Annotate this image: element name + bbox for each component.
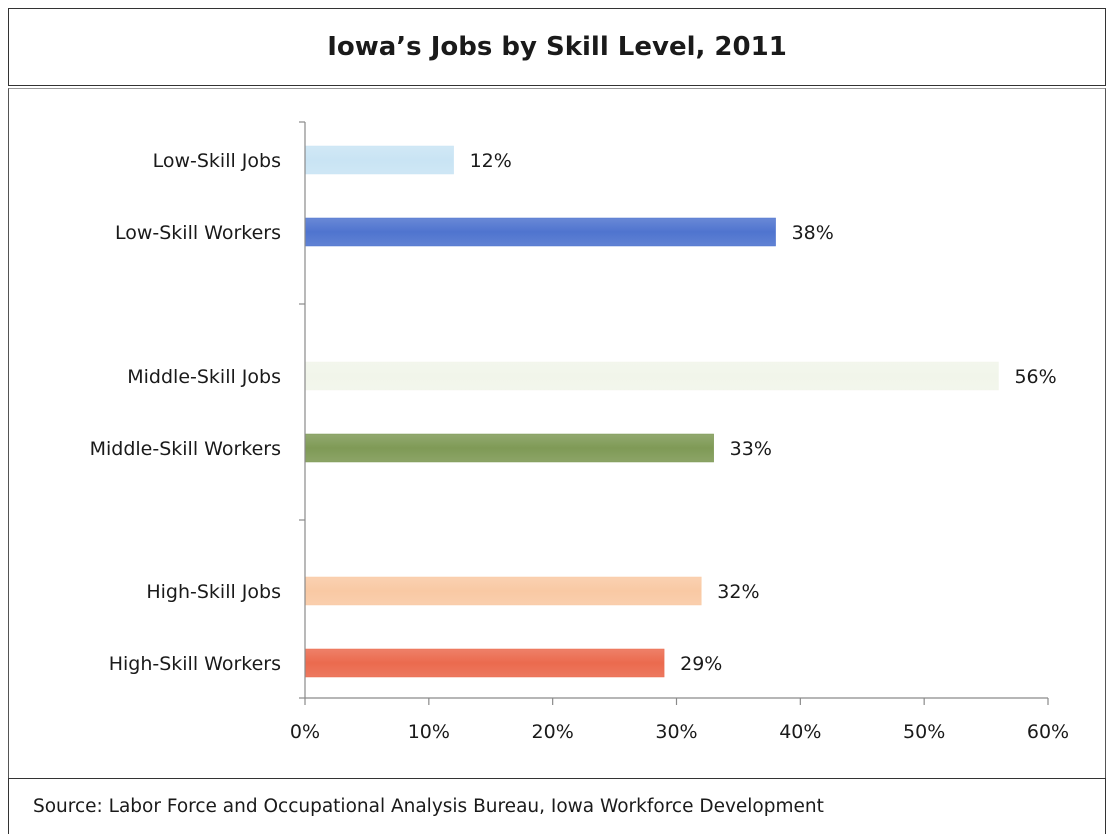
value-label-middle-skill-workers: 33% (730, 438, 772, 460)
value-label-low-skill-workers: 38% (792, 222, 834, 244)
chart-title-box: Iowa’s Jobs by Skill Level, 2011 (8, 8, 1106, 86)
category-label-low-skill-workers: Low-Skill Workers (115, 222, 281, 244)
bar-low-skill-jobs (304, 145, 454, 175)
chart-title: Iowa’s Jobs by Skill Level, 2011 (327, 32, 787, 62)
category-label-high-skill-workers: High-Skill Workers (109, 653, 281, 675)
category-label-low-skill-jobs: Low-Skill Jobs (153, 150, 281, 172)
source-box: Source: Labor Force and Occupational Ana… (8, 778, 1106, 834)
x-tick-label-30: 30% (655, 721, 697, 743)
category-label-high-skill-jobs: High-Skill Jobs (146, 581, 281, 603)
bar-middle-skill-jobs (304, 361, 999, 391)
bar-high-skill-workers (304, 648, 665, 678)
value-label-high-skill-workers: 29% (680, 653, 722, 675)
x-tick-label-20: 20% (532, 721, 574, 743)
value-label-middle-skill-jobs: 56% (1014, 366, 1056, 388)
x-tick-label-60: 60% (1027, 721, 1069, 743)
value-label-high-skill-jobs: 32% (717, 581, 759, 603)
x-tick-label-50: 50% (903, 721, 945, 743)
source-note: Source: Labor Force and Occupational Ana… (33, 796, 824, 817)
bar-high-skill-jobs (304, 576, 702, 606)
x-tick-label-0: 0% (290, 721, 320, 743)
category-label-middle-skill-jobs: Middle-Skill Jobs (127, 366, 281, 388)
bar-middle-skill-workers (304, 433, 714, 463)
bar-low-skill-workers (304, 217, 776, 247)
category-label-middle-skill-workers: Middle-Skill Workers (90, 438, 281, 460)
value-label-low-skill-jobs: 12% (470, 150, 512, 172)
x-tick-label-40: 40% (779, 721, 821, 743)
x-tick-label-10: 10% (408, 721, 450, 743)
